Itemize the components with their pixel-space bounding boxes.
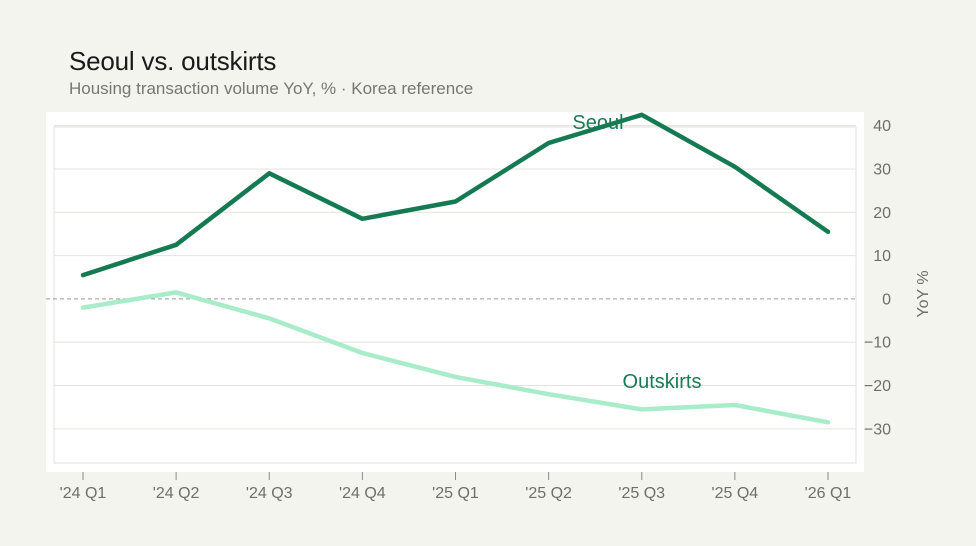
y-tick-label: −10	[864, 335, 891, 352]
chart-subtitle: Housing transaction volume YoY, % · Kore…	[69, 79, 474, 98]
y-tick-label: 20	[873, 205, 891, 222]
plot-frame	[53, 126, 857, 464]
x-tick-label: '26 Q1	[805, 485, 852, 502]
x-tick-label: '25 Q3	[618, 485, 665, 502]
series-label-seoul: Seoul	[572, 112, 623, 134]
x-tick-labels: '24 Q1 '24 Q2 '24 Q3 '24 Q4 '25 Q1 '25 Q2 '25 …	[60, 472, 852, 502]
y-tick-label: −30	[864, 421, 891, 438]
chart-title: Seoul vs. outskirts	[69, 46, 277, 76]
x-tick-label: '24 Q2	[153, 485, 200, 502]
y-tick-labels: 40 30 20 10 0 −10 −20 −30	[864, 118, 891, 438]
y-tick-label: 30	[873, 161, 891, 178]
x-tick-label: '24 Q3	[246, 485, 293, 502]
series-group	[80, 112, 831, 425]
x-tick-label: '25 Q2	[525, 485, 572, 502]
x-tick-label: '25 Q4	[712, 485, 759, 502]
x-tick-label: '25 Q1	[432, 485, 479, 502]
series-line-outskirts	[80, 290, 831, 425]
x-tick-label: '24 Q1	[60, 485, 107, 502]
y-tick-label: −20	[864, 378, 891, 395]
y-axis-title: YoY %	[915, 270, 932, 317]
series-label-outskirts: Outskirts	[623, 371, 702, 393]
gridlines	[54, 125, 856, 430]
series-line-seoul	[80, 112, 831, 278]
y-tick-label: 0	[882, 291, 891, 308]
y-tick-label: 40	[873, 118, 891, 135]
y-tick-label: 10	[873, 248, 891, 265]
x-tick-label: '24 Q4	[339, 485, 386, 502]
